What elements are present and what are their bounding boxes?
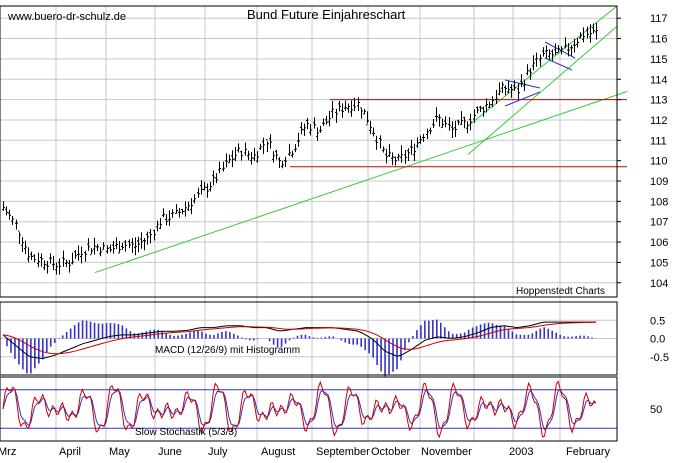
price-tick-label: 113 <box>650 95 668 107</box>
macd-label: MACD (12/26/9) mit Histogramm <box>155 345 300 356</box>
channel-lower-line <box>467 25 618 155</box>
stochastic-tick-label: 50 <box>650 404 662 416</box>
watermark: www.buero-dr-schulz.de <box>7 11 126 23</box>
price-tick-label: 105 <box>650 257 668 269</box>
stochastic-pane-frame <box>0 376 618 442</box>
macd-pane-frame <box>0 301 618 376</box>
x-tick-label: April <box>59 446 81 458</box>
stochastic-k-line <box>2 380 597 439</box>
price-tick-label: 108 <box>650 196 668 208</box>
price-pane-frame <box>0 5 618 298</box>
x-tick-label: October <box>371 446 410 458</box>
macd-line <box>2 321 596 360</box>
x-tick-label: September <box>316 446 370 458</box>
macd-tick-label: 0.5 <box>650 315 665 327</box>
price-tick-label: 117 <box>650 13 668 25</box>
macd-tick-label: 0.0 <box>650 334 665 346</box>
x-tick-label: Mrz <box>0 446 16 458</box>
price-tick-label: 116 <box>650 34 668 46</box>
macd-signal-line <box>2 321 597 355</box>
stochastic-label: Slow Stochastik (5/3/3) <box>135 427 237 438</box>
price-tick-label: 110 <box>650 156 668 168</box>
pattern-line <box>504 91 541 107</box>
x-tick-label: February <box>566 446 611 458</box>
price-tick-label: 107 <box>650 217 668 229</box>
macd-tick-label: -0.5 <box>650 352 669 364</box>
price-tick-label: 112 <box>650 115 668 127</box>
credit-label: Hoppenstedt Charts <box>516 286 605 297</box>
chart-title: Bund Future Einjahreschart <box>247 7 406 22</box>
pattern-line <box>544 57 573 71</box>
price-tick-label: 115 <box>650 54 668 66</box>
x-tick-label: July <box>208 446 228 458</box>
x-tick-label: August <box>261 446 295 458</box>
trendline-line <box>94 90 628 274</box>
price-tick-label: 111 <box>650 135 667 147</box>
price-tick-label: 109 <box>650 176 668 188</box>
pattern-line <box>504 79 541 89</box>
x-tick-label: June <box>158 446 182 458</box>
price-tick-label: 106 <box>650 237 668 249</box>
price-tick-label: 114 <box>650 74 668 86</box>
x-tick-label: May <box>109 446 130 458</box>
x-tick-label: 2003 <box>509 446 533 458</box>
x-tick-label: November <box>421 446 472 458</box>
price-tick-label: 104 <box>650 278 668 290</box>
